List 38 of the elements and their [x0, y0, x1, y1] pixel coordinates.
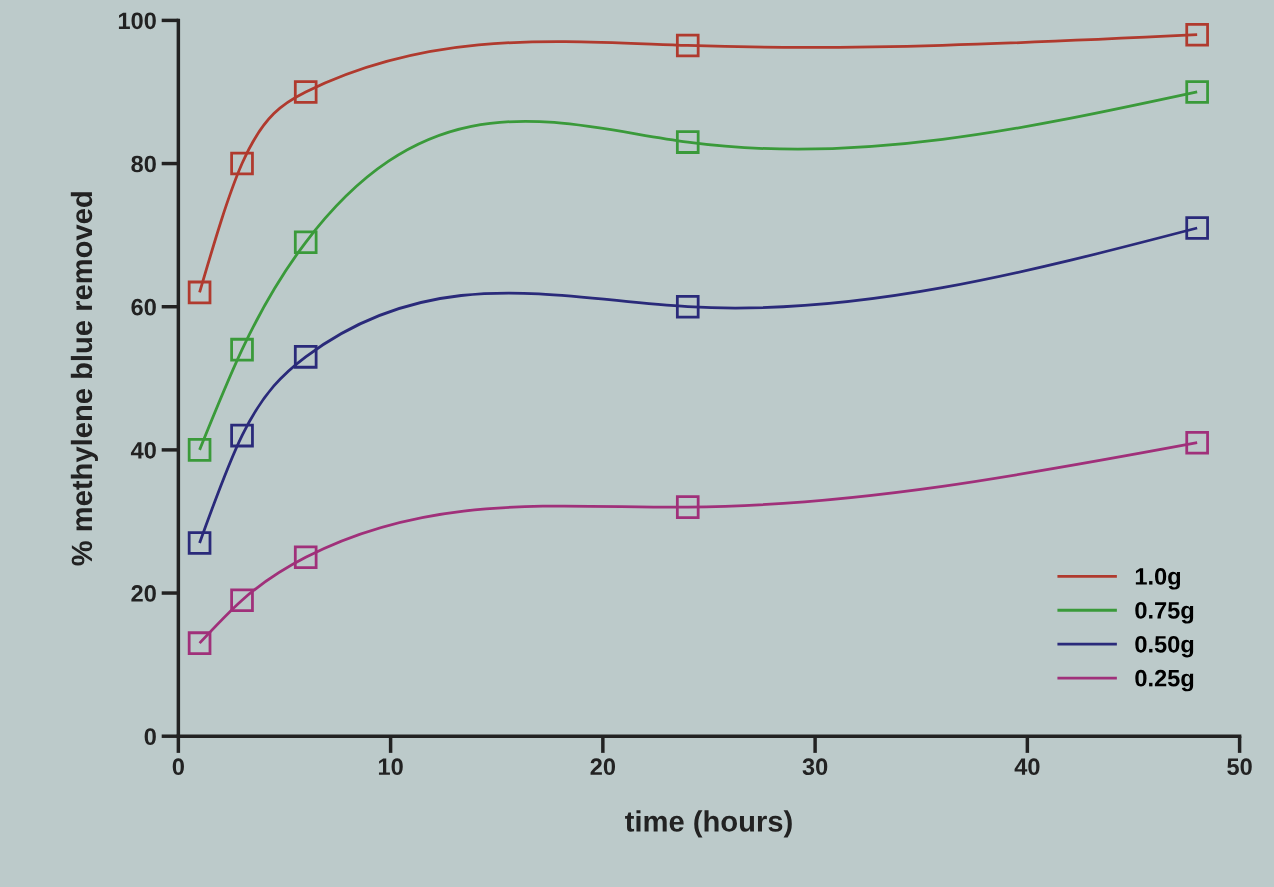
point	[230, 423, 254, 448]
point	[293, 230, 318, 255]
point	[675, 130, 700, 154]
legend-label: 0.75g	[1135, 602, 1194, 624]
point	[675, 294, 700, 319]
point	[1185, 430, 1209, 455]
point	[187, 438, 212, 462]
x-axis-title: time (hours)	[625, 810, 792, 838]
x-tick-label: 40	[1014, 758, 1040, 776]
point	[293, 80, 318, 104]
y-tick-label: 60	[131, 298, 156, 316]
x-tick-label: 10	[378, 758, 403, 776]
x-tick-label: 50	[1227, 758, 1252, 776]
y-tick-label: 40	[130, 441, 156, 459]
point	[230, 151, 254, 176]
point	[675, 495, 700, 519]
point	[293, 545, 318, 570]
point	[1185, 80, 1209, 104]
y-tick-label: 20	[131, 585, 156, 602]
point	[187, 631, 212, 655]
point	[675, 33, 700, 58]
point	[230, 337, 254, 362]
point	[230, 588, 254, 613]
point	[1185, 22, 1209, 47]
x-tick-label: 30	[802, 758, 828, 776]
legend-label: 0.25g	[1135, 669, 1194, 692]
legend-label: 1.0g	[1135, 568, 1181, 590]
legend-label: 0.50g	[1135, 635, 1194, 658]
y-tick-label: 100	[118, 12, 156, 30]
point	[187, 280, 212, 305]
point	[187, 531, 212, 555]
y-tick-label: 80	[131, 155, 156, 173]
y-tick-label: 0	[144, 728, 156, 745]
point	[293, 345, 318, 369]
y-axis-title: % methylene blue removed	[70, 192, 98, 566]
x-tick-label: 0	[172, 758, 184, 776]
x-tick-label: 20	[590, 758, 616, 776]
point	[1185, 216, 1209, 240]
